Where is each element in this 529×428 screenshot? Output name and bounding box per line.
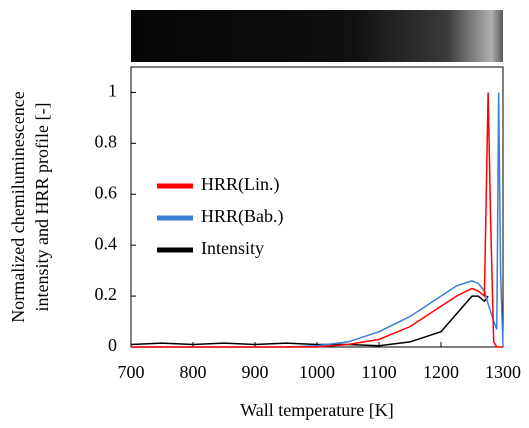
y-tick-label: 0: [108, 335, 117, 355]
y-tick-label: 0.4: [95, 233, 118, 253]
plot-frame: [130, 66, 504, 348]
data-line: [130, 295, 489, 347]
x-tick-label: 700: [118, 362, 145, 382]
y-tick-label: 1: [108, 81, 117, 101]
y-tick-label: 0.2: [95, 284, 118, 304]
legend-label: HRR(Lin.): [201, 174, 280, 195]
x-tick-label: 1300: [485, 362, 521, 382]
y-tick-label: 0.8: [95, 131, 118, 151]
data-line: [131, 92, 503, 348]
x-axis-label: Wall temperature [K]: [240, 400, 393, 420]
legend-label: HRR(Bab.): [201, 206, 284, 227]
x-tick-label: 800: [180, 362, 207, 382]
x-tick-label: 1100: [361, 362, 396, 382]
y-axis-label: Normalized chemiluminescence: [8, 91, 28, 322]
x-tick-label: 900: [242, 362, 269, 382]
x-tick-label: 1200: [423, 362, 459, 382]
legend-label: Intensity: [201, 238, 264, 258]
flame-image: [131, 10, 503, 62]
y-tick-label: 0.6: [95, 182, 118, 202]
x-tick-label: 1000: [299, 362, 335, 382]
y-axis-label: intensity and HRR profile [-]: [32, 103, 52, 312]
